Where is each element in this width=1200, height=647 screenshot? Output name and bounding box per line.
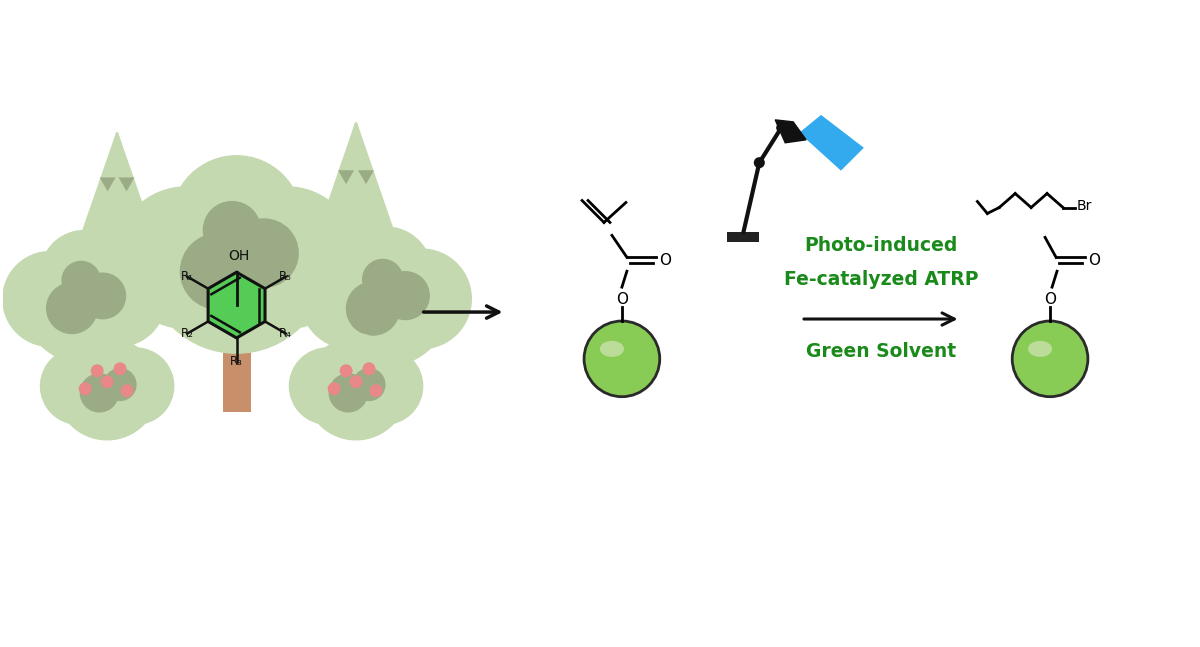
Circle shape [216, 186, 359, 329]
Circle shape [1013, 321, 1088, 397]
Ellipse shape [1030, 342, 1051, 356]
Circle shape [353, 368, 385, 401]
Text: R₃: R₃ [230, 355, 244, 368]
Circle shape [340, 364, 353, 377]
Bar [347, 287, 365, 337]
Circle shape [180, 233, 257, 310]
Circle shape [46, 282, 98, 334]
Text: O: O [1088, 253, 1100, 268]
Polygon shape [100, 177, 115, 192]
Circle shape [778, 124, 785, 132]
Polygon shape [306, 123, 406, 292]
Circle shape [170, 155, 302, 287]
Text: O: O [659, 253, 671, 268]
Circle shape [305, 337, 408, 441]
Circle shape [371, 248, 472, 349]
Circle shape [61, 261, 101, 300]
Circle shape [380, 271, 430, 320]
Polygon shape [338, 170, 354, 184]
Circle shape [120, 384, 133, 397]
Circle shape [79, 272, 126, 320]
Circle shape [115, 186, 258, 329]
Circle shape [55, 337, 158, 441]
Circle shape [2, 251, 98, 347]
Text: Photo-induced: Photo-induced [804, 236, 958, 255]
Bar [223, 287, 251, 411]
Text: R₅: R₅ [280, 270, 292, 283]
Text: Fe-catalyzed ATRP: Fe-catalyzed ATRP [784, 270, 978, 289]
Polygon shape [775, 120, 806, 143]
Polygon shape [208, 272, 265, 338]
Bar [727, 232, 760, 243]
Circle shape [346, 281, 400, 336]
Text: O: O [1044, 292, 1056, 307]
Circle shape [101, 375, 114, 388]
Polygon shape [82, 133, 154, 236]
Text: R₄: R₄ [280, 327, 292, 340]
Polygon shape [799, 115, 864, 171]
Circle shape [79, 382, 91, 395]
Text: O: O [616, 292, 628, 307]
Circle shape [328, 382, 341, 395]
Circle shape [145, 171, 328, 354]
Circle shape [329, 373, 368, 413]
Circle shape [340, 226, 432, 320]
Circle shape [70, 251, 167, 347]
Circle shape [320, 333, 391, 403]
Text: R₁: R₁ [181, 270, 194, 283]
Circle shape [322, 237, 451, 367]
Circle shape [79, 373, 119, 413]
Ellipse shape [601, 342, 623, 356]
Text: OH: OH [228, 249, 250, 263]
Circle shape [362, 259, 403, 300]
Circle shape [584, 321, 660, 397]
Circle shape [40, 347, 118, 425]
Circle shape [370, 384, 383, 397]
Circle shape [346, 347, 424, 425]
Circle shape [97, 347, 174, 425]
Polygon shape [70, 133, 164, 292]
Circle shape [289, 347, 366, 425]
Circle shape [362, 362, 376, 375]
Circle shape [349, 375, 362, 388]
Text: Br: Br [1076, 199, 1092, 212]
Text: R₂: R₂ [181, 327, 194, 340]
Circle shape [40, 230, 128, 319]
Circle shape [103, 368, 137, 401]
Circle shape [114, 362, 126, 375]
Circle shape [229, 218, 299, 288]
Circle shape [91, 364, 103, 377]
Polygon shape [358, 170, 374, 184]
Circle shape [72, 333, 143, 403]
Polygon shape [318, 123, 394, 233]
Circle shape [300, 248, 401, 349]
Bar [109, 287, 125, 332]
Circle shape [203, 201, 262, 259]
Text: Green Solvent: Green Solvent [805, 342, 956, 362]
Polygon shape [119, 177, 134, 192]
Circle shape [23, 240, 146, 364]
Circle shape [755, 159, 763, 167]
